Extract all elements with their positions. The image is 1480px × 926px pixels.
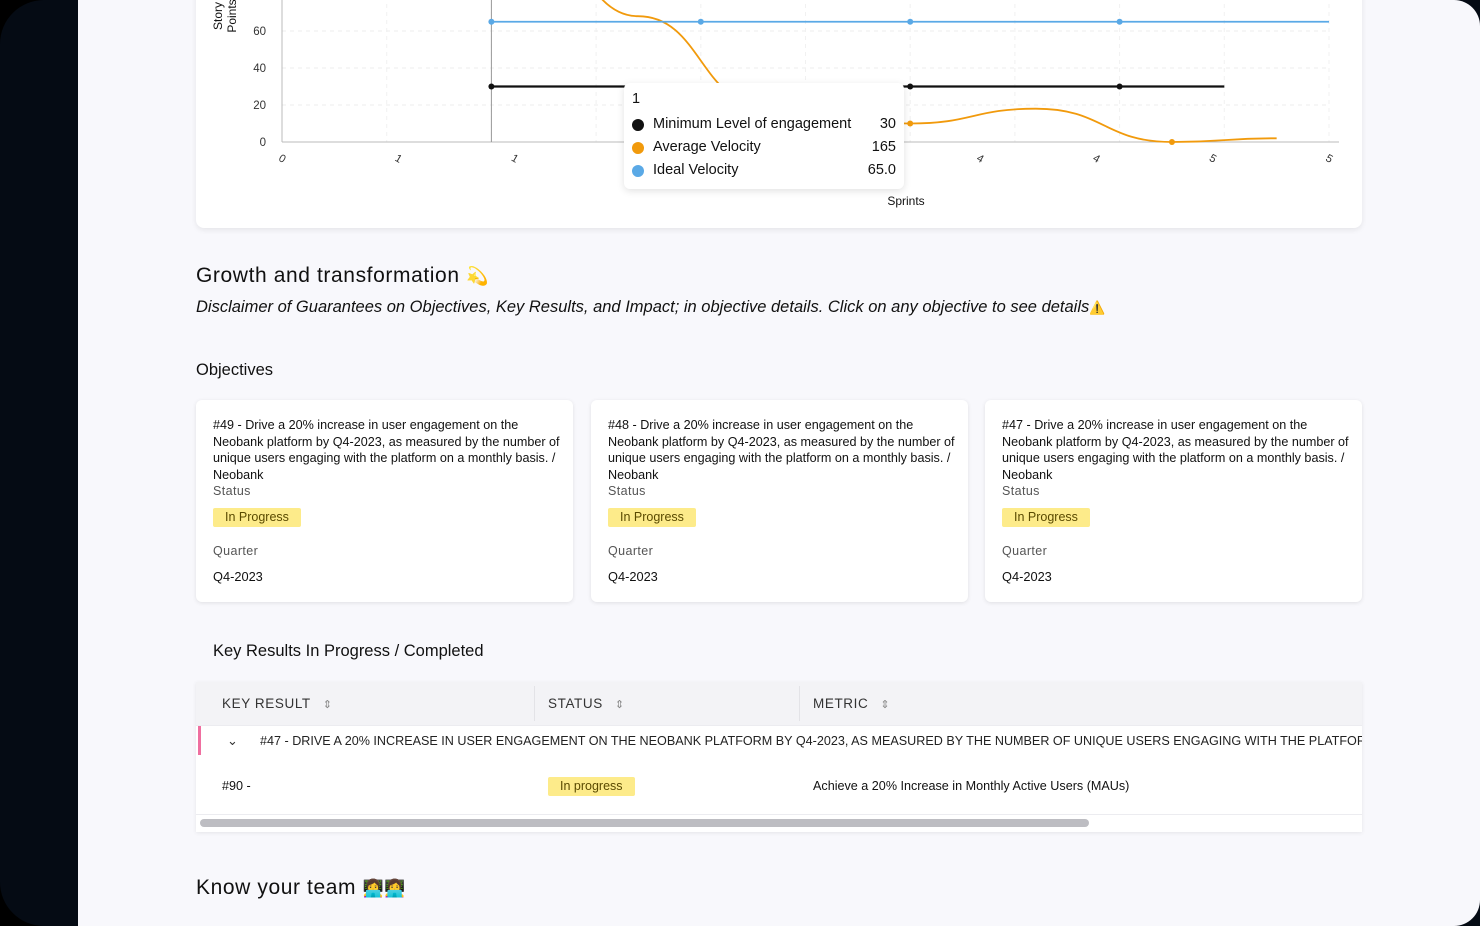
velocity-chart: 02040600113334455SprintsStoryPoints [211, 0, 1339, 208]
group-title: #47 - DRIVE A 20% INCREASE IN USER ENGAG… [260, 734, 1362, 748]
y-axis-label-line: Story [211, 2, 225, 30]
tooltip-series-name: Average Velocity [653, 139, 761, 155]
tooltip-title: 1 [632, 91, 641, 107]
y-axis-label-line: Points [225, 0, 239, 33]
objective-card-49[interactable]: #49 - Drive a 20% increase in user engag… [196, 400, 573, 602]
x-tick-label: 0 [276, 152, 287, 165]
metric-cell: Achieve a 20% Increase in Monthly Active… [813, 779, 1130, 793]
status-label: Status [608, 484, 646, 498]
series-dot-icon [632, 142, 644, 154]
status-badge: In Progress [608, 508, 696, 527]
x-tick-label: 1 [393, 152, 404, 165]
tooltip-row: Minimum Level of engagement 30 [632, 114, 896, 134]
chevron-down-icon[interactable]: ⌄ [227, 733, 238, 748]
series-group [488, 0, 1329, 145]
tooltip-row: Ideal Velocity 65.0 [632, 160, 896, 180]
x-tick-label: 1 [509, 152, 520, 165]
column-header-label: STATUS [548, 696, 603, 711]
tooltip-series-name: Ideal Velocity [653, 162, 739, 178]
key-results-heading: Key Results In Progress / Completed [213, 642, 484, 660]
data-point [1168, 139, 1175, 145]
objective-card-48[interactable]: #48 - Drive a 20% increase in user engag… [591, 400, 968, 602]
status-badge: In progress [548, 777, 635, 796]
team-title-text: Know your team [196, 876, 357, 899]
objective-group-row[interactable]: ⌄ #47 - DRIVE A 20% INCREASE IN USER ENG… [196, 725, 1362, 759]
sort-icon[interactable]: ⇕ [614, 699, 625, 711]
data-point [907, 83, 914, 90]
key-results-table: KEY RESULT ⇕ STATUS ⇕ METRIC ⇕ ⌄ #47 - DRIV… [196, 682, 1362, 832]
tooltip-series-value: 165 [871, 139, 896, 155]
quarter-label: Quarter [608, 544, 654, 558]
page: 02040600113334455SprintsStoryPoints 1 Mi… [78, 0, 1480, 926]
tooltip-series-value: 65.0 [867, 162, 896, 178]
growth-section-title: Growth and transformation 💫 [196, 264, 489, 288]
key-result-cell: #90 - [222, 779, 251, 793]
velocity-chart-card: 02040600113334455SprintsStoryPoints 1 Mi… [196, 0, 1362, 228]
x-tick-label: 4 [1091, 152, 1102, 165]
table-header: KEY RESULT ⇕ STATUS ⇕ METRIC ⇕ [196, 682, 1362, 725]
disclaimer-body: Disclaimer of Guarantees on Objectives, … [196, 298, 1090, 316]
y-tick-label: 20 [253, 100, 266, 112]
x-axis-label: Sprints [887, 194, 924, 208]
group-accent-bar [198, 726, 201, 755]
data-point [697, 18, 704, 25]
horizontal-scrollbar[interactable] [196, 816, 1362, 828]
status-label: Status [1002, 484, 1040, 498]
x-tick-label: 5 [1207, 152, 1218, 165]
quarter-value: Q4-2023 [213, 569, 263, 584]
status-badge: In Progress [1002, 508, 1090, 527]
series-dot-icon [632, 165, 644, 177]
scrollbar-thumb[interactable] [200, 819, 1089, 827]
quarter-value: Q4-2023 [608, 569, 658, 584]
data-point [488, 83, 495, 90]
growth-title-text: Growth and transformation [196, 264, 460, 287]
y-tick-label: 0 [260, 137, 266, 149]
data-point [907, 120, 914, 127]
tooltip-row: Average Velocity 165 [632, 137, 896, 157]
data-point [907, 18, 914, 25]
series-dot-icon [632, 119, 644, 131]
tooltip-series-value: 30 [879, 116, 896, 132]
y-tick-label: 60 [253, 26, 266, 38]
status-label: Status [213, 484, 251, 498]
status-badge: In Progress [213, 508, 301, 527]
objective-card-47[interactable]: #47 - Drive a 20% increase in user engag… [985, 400, 1362, 602]
sort-icon[interactable]: ⇕ [880, 699, 891, 711]
sparkle-icon: 💫 [466, 266, 490, 286]
column-header-metric[interactable]: METRIC ⇕ [813, 682, 890, 725]
column-header-label: METRIC [813, 696, 869, 711]
team-section-title: Know your team 👩‍💻👩‍💻 [196, 876, 406, 900]
quarter-label: Quarter [1002, 544, 1048, 558]
column-header-key-result[interactable]: KEY RESULT ⇕ [222, 682, 333, 725]
tooltip-series-name: Minimum Level of engagement [653, 116, 852, 132]
technologist-icon: 👩‍💻👩‍💻 [362, 879, 407, 898]
column-header-status[interactable]: STATUS ⇕ [548, 682, 625, 725]
table-row[interactable]: #90 - In progress Achieve a 20% Increase… [196, 758, 1362, 815]
data-point [488, 18, 495, 25]
column-divider[interactable] [534, 686, 535, 721]
column-header-label: KEY RESULT [222, 696, 311, 711]
disclaimer-text: Disclaimer of Guarantees on Objectives, … [196, 298, 1105, 317]
x-tick-label: 4 [974, 152, 985, 165]
chart-tooltip: 1 Minimum Level of engagement 30 Average… [624, 83, 904, 189]
objective-title: #48 - Drive a 20% increase in user engag… [608, 418, 955, 482]
column-divider[interactable] [799, 686, 800, 721]
quarter-label: Quarter [213, 544, 259, 558]
x-tick-label: 5 [1323, 152, 1334, 165]
quarter-value: Q4-2023 [1002, 569, 1052, 584]
sort-icon[interactable]: ⇕ [322, 699, 333, 711]
data-point [1116, 83, 1123, 90]
y-tick-label: 40 [253, 63, 266, 75]
data-point [1116, 18, 1123, 25]
warning-icon: ⚠️ [1089, 300, 1106, 315]
y-axis-label: StoryPoints [211, 0, 239, 33]
objective-title: #47 - Drive a 20% increase in user engag… [1002, 418, 1349, 482]
objective-title: #49 - Drive a 20% increase in user engag… [213, 418, 560, 482]
objectives-heading: Objectives [196, 361, 274, 379]
